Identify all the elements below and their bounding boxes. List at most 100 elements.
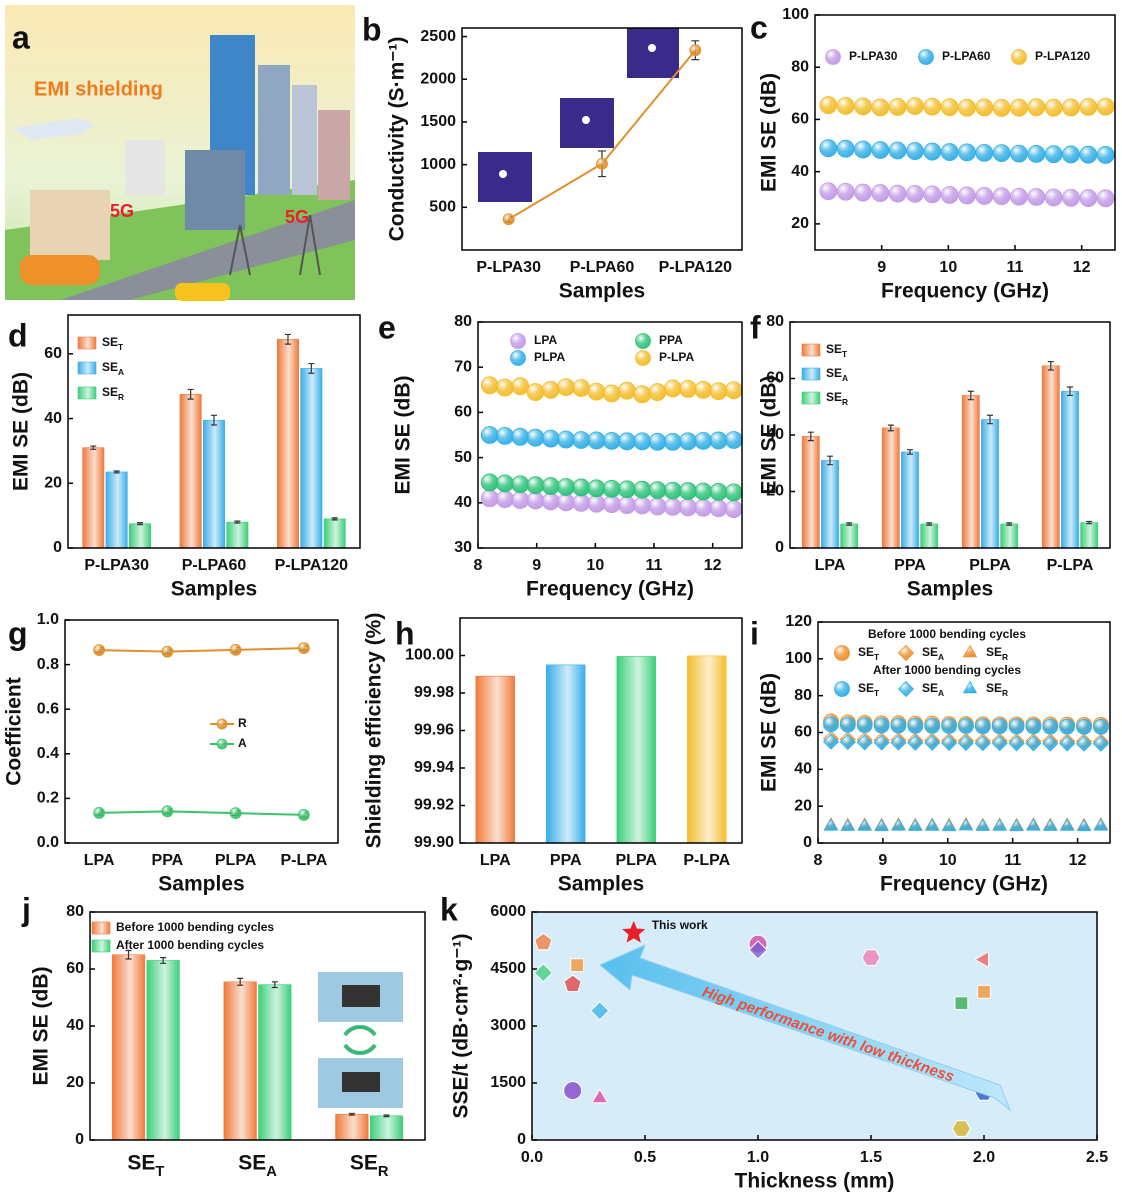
marker (962, 680, 978, 694)
legend-label: P-LPA30 (849, 49, 898, 63)
marker (1062, 188, 1080, 207)
legend-label: PPA (659, 333, 683, 347)
panel-label: f (750, 309, 761, 345)
error-bar (137, 522, 144, 526)
marker (511, 427, 530, 446)
y-tick-label: 0 (803, 834, 812, 851)
marker (888, 141, 907, 160)
marker (648, 432, 667, 451)
marker (572, 478, 591, 497)
marker (602, 495, 621, 514)
marker (907, 734, 924, 751)
marker (1092, 735, 1109, 752)
marker (941, 718, 957, 734)
marker (836, 139, 855, 158)
illustration-text: EMI shielding (34, 78, 163, 100)
y-tick-label: 80 (766, 313, 784, 330)
marker (563, 974, 582, 992)
error-bar (308, 362, 315, 374)
marker (541, 429, 560, 448)
marker (940, 143, 959, 161)
x-tick-label: P-LPA (1047, 557, 1094, 574)
plot-frame (477, 321, 743, 549)
marker (689, 44, 702, 57)
y-tick-label: 100 (785, 650, 812, 667)
legend-title: Before 1000 bending cycles (868, 627, 1026, 641)
marker (618, 432, 636, 451)
marker (1044, 145, 1063, 164)
marker (541, 492, 560, 511)
marker (1044, 98, 1063, 117)
x-tick-label: 9 (878, 852, 887, 869)
marker (992, 144, 1011, 163)
marker (1075, 735, 1093, 752)
bar (179, 393, 202, 549)
legend-label: SET (858, 645, 880, 662)
bar (203, 419, 225, 549)
marker (526, 491, 545, 510)
highlight-label: This work (652, 918, 708, 932)
error-bar (846, 522, 853, 526)
marker (1008, 718, 1025, 735)
error-bar (1006, 522, 1013, 526)
error-bar (271, 981, 278, 989)
marker (663, 497, 682, 516)
plot-frame (67, 314, 361, 549)
marker (618, 480, 636, 499)
error-bar (987, 414, 993, 425)
legend-label: SET (826, 342, 848, 359)
panel-label: a (12, 19, 30, 55)
marker (633, 496, 652, 515)
error-bar (211, 414, 217, 426)
bar (901, 451, 919, 549)
marker (958, 718, 974, 734)
marker (1027, 145, 1046, 163)
plot-frame (814, 14, 1116, 251)
marker (906, 184, 924, 203)
marker (618, 496, 636, 514)
marker (823, 716, 839, 733)
x-tick-label: 10 (939, 852, 957, 869)
error-bar (348, 1112, 355, 1116)
marker (511, 377, 530, 396)
plot-frame (817, 621, 1111, 844)
marker (570, 958, 585, 973)
marker (510, 333, 526, 349)
y-tick-label: 60 (454, 404, 472, 421)
y-tick-label: 40 (66, 1017, 84, 1034)
marker (1096, 97, 1115, 116)
marker (1043, 818, 1058, 831)
y-tick-label: 80 (66, 903, 84, 920)
marker (511, 491, 530, 509)
x-tick-label: PLPA (215, 852, 257, 869)
line (99, 647, 304, 653)
x-tick-label: PPA (550, 852, 582, 869)
marker (991, 718, 1008, 735)
marker (1009, 818, 1024, 832)
legend-swatch (77, 361, 97, 375)
y-tick-label: 120 (785, 613, 812, 630)
marker (663, 481, 682, 500)
marker (836, 182, 855, 201)
marker (974, 735, 991, 752)
x-tick-label: 9 (877, 259, 886, 276)
marker (510, 350, 526, 366)
marker (557, 430, 575, 449)
error-bar (827, 455, 833, 466)
marker (1044, 188, 1063, 207)
y-tick-label: 2500 (420, 28, 456, 45)
y-tick-label: 60 (794, 724, 812, 741)
bar (146, 960, 180, 1141)
x-tick-label: 11 (646, 557, 663, 574)
error-bar (967, 390, 974, 401)
marker (93, 806, 106, 819)
x-tick-label: 1.0 (747, 1149, 769, 1166)
panel: j 0 20 40 60 80 SET SEA SER EMI SE (dB) Before 100… (21, 891, 426, 1180)
x-axis-title: Samples (907, 578, 993, 601)
y-tick-label: 0.4 (37, 745, 59, 762)
marker (918, 49, 934, 65)
marker (1042, 718, 1059, 735)
legend-label: P-LPA60 (942, 49, 991, 63)
error-bar (113, 470, 120, 474)
